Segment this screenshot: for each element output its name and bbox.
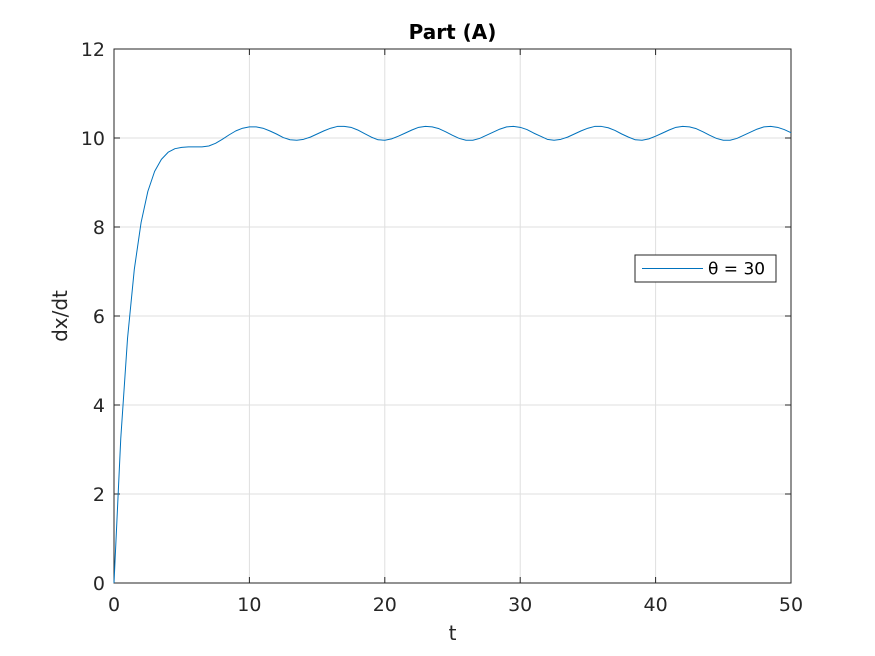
y-tick-label: 0 (93, 573, 105, 595)
x-tick-label: 20 (373, 594, 397, 616)
y-tick-label: 4 (93, 395, 105, 417)
y-tick-label: 8 (93, 217, 105, 239)
series-line (113, 125, 792, 584)
legend-label: θ = 30 (708, 260, 765, 280)
x-tick-label: 30 (508, 594, 532, 616)
x-axis-label: t (449, 621, 457, 645)
legend: θ = 30 (634, 254, 777, 283)
y-tick-label: 10 (81, 128, 105, 150)
ticks: 0 10 20 30 40 50 0 2 4 6 8 10 12 (81, 39, 803, 616)
x-tick-label: 10 (237, 594, 261, 616)
y-tick-label: 12 (81, 39, 105, 61)
y-tick-label: 6 (93, 306, 105, 328)
grid (114, 49, 791, 583)
x-tick-label: 50 (779, 594, 803, 616)
y-tick-label: 2 (93, 484, 105, 506)
x-tick-label: 0 (108, 594, 120, 616)
y-axis-label: dx/dt (48, 290, 72, 342)
chart-title: Part (A) (409, 20, 497, 44)
x-tick-label: 40 (644, 594, 668, 616)
series-group (113, 125, 792, 584)
